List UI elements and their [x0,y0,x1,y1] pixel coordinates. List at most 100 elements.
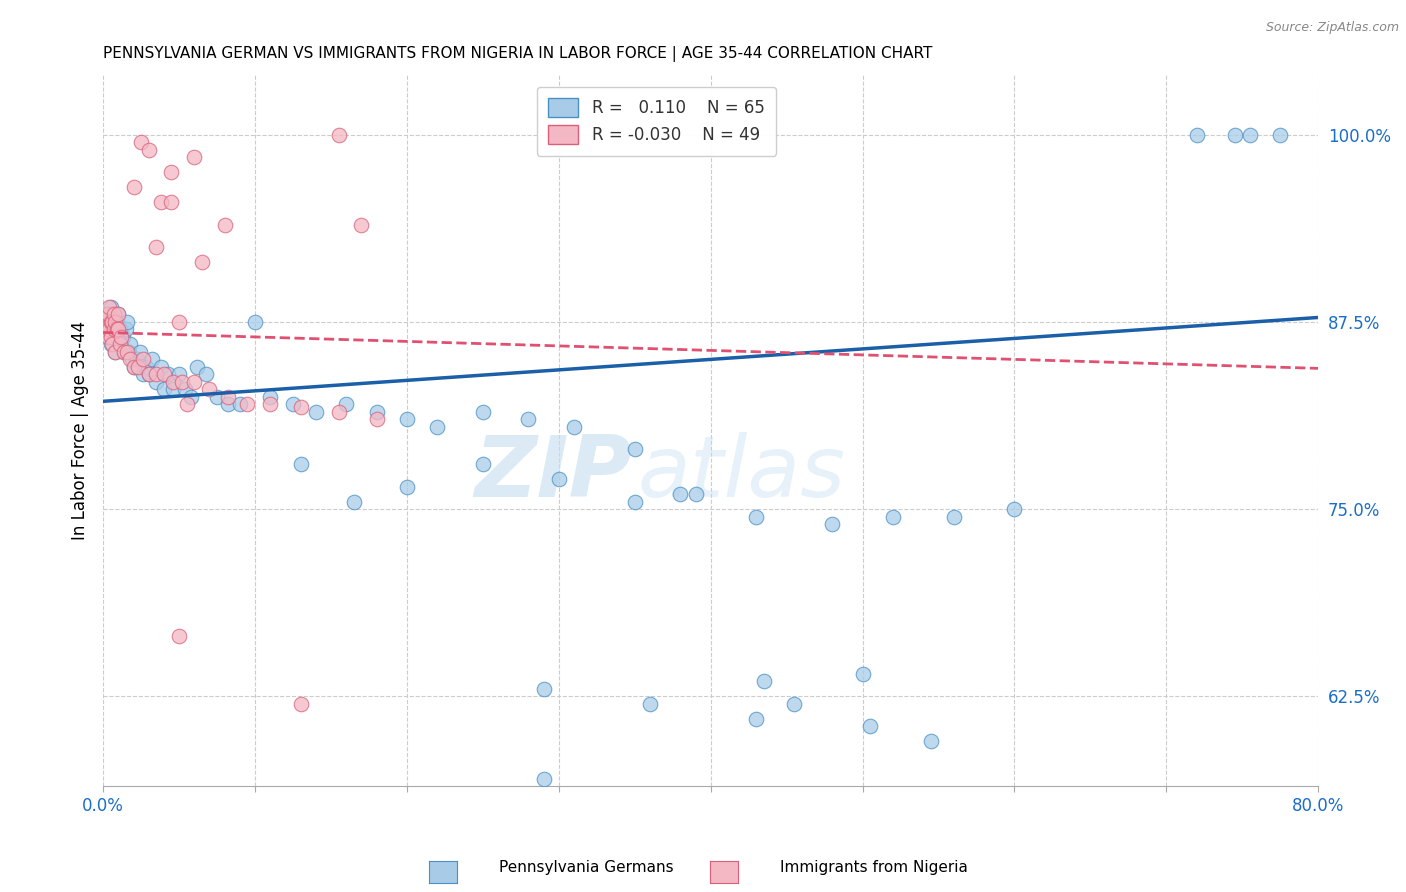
Point [259,390,281,404]
Point [882,509,904,524]
Point [97,308,120,322]
Point [290,401,312,415]
Point [366,412,388,426]
Text: Immigrants from Nigeria: Immigrants from Nigeria [780,861,969,875]
Point [533,772,555,786]
Point [138,368,160,382]
Point [108,322,131,336]
Point [104,315,127,329]
Text: atlas: atlas [638,432,846,515]
Point [93,315,115,329]
Point [117,345,139,359]
Point [191,255,214,269]
Point [217,397,239,411]
Point [96,322,118,336]
Point [1004,502,1026,516]
Point [111,330,134,344]
Point [127,359,149,374]
Point [162,375,184,389]
Point [183,150,205,164]
Point [195,368,218,382]
Point [328,405,350,419]
Point [214,218,236,232]
Point [167,315,190,329]
Point [942,509,965,524]
Point [149,195,172,210]
Point [183,375,205,389]
Point [745,509,768,524]
Point [97,330,120,344]
Point [138,368,160,382]
Point [117,315,139,329]
Point [752,674,775,689]
Point [104,345,127,359]
Point [104,322,127,336]
Point [107,308,129,322]
Point [669,487,692,501]
Point [153,382,176,396]
Point [107,330,129,344]
Point [685,487,707,501]
Point [471,457,494,471]
Point [135,359,157,374]
Point [129,135,152,149]
Point [141,352,163,367]
Point [160,195,183,210]
Text: Pennsylvania Germans: Pennsylvania Germans [499,861,673,875]
Point [101,315,124,329]
Point [366,405,388,419]
Point [533,681,555,696]
Point [98,300,121,314]
Point [131,352,153,367]
Point [105,315,128,329]
Point [1270,128,1292,142]
Point [920,734,942,748]
Point [172,375,194,389]
Point [290,697,312,711]
Point [290,457,312,471]
Point [236,397,259,411]
Text: PENNSYLVANIA GERMAN VS IMMIGRANTS FROM NIGERIA IN LABOR FORCE | AGE 35-44 CORREL: PENNSYLVANIA GERMAN VS IMMIGRANTS FROM N… [103,46,932,62]
Point [121,352,143,367]
Point [167,629,190,643]
Point [162,382,184,396]
Point [305,405,328,419]
Point [100,300,122,314]
Text: Source: ZipAtlas.com: Source: ZipAtlas.com [1265,21,1399,34]
Point [167,368,190,382]
Point [217,390,239,404]
Point [335,397,357,411]
Point [112,345,135,359]
Point [120,337,142,351]
Point [145,368,167,382]
Point [343,494,366,508]
Point [1239,128,1261,142]
Point [859,719,882,733]
Legend: R =   0.110    N = 65, R = -0.030    N = 49: R = 0.110 N = 65, R = -0.030 N = 49 [537,87,776,156]
Point [145,375,167,389]
Text: ZIP: ZIP [474,432,631,515]
Point [157,368,180,382]
Point [128,345,150,359]
Point [96,322,118,336]
Point [281,397,304,411]
Point [623,442,645,457]
Point [1185,128,1208,142]
Point [821,517,844,532]
Point [101,315,124,329]
Point [243,315,266,329]
Point [259,397,281,411]
Point [104,345,127,359]
Point [145,240,167,254]
Point [149,359,172,374]
Point [783,697,806,711]
Point [122,359,145,374]
Point [105,322,128,336]
Point [186,359,208,374]
Point [101,337,124,351]
Point [198,382,221,396]
Point [112,345,135,359]
Point [103,308,125,322]
Point [153,368,176,382]
Point [471,405,494,419]
